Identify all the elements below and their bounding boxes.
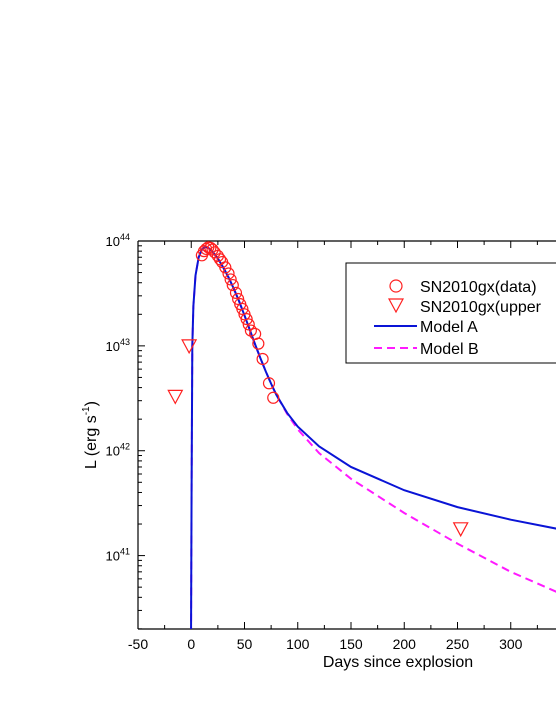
y-tick-exponent: 41 — [120, 547, 130, 557]
data-point-circle — [252, 337, 265, 350]
data-point-circle — [240, 312, 253, 326]
x-tick-label: 50 — [237, 636, 253, 652]
data-point-circle — [267, 391, 280, 404]
data-point-circle — [244, 324, 257, 337]
data-point-circle — [262, 377, 276, 390]
y-tick-label: 1042 — [106, 442, 130, 459]
y-axis-title-close: ) — [83, 401, 100, 406]
legend-circle-marker — [389, 279, 403, 293]
legend-label-data: SN2010gx(data) — [420, 279, 537, 296]
y-tick-base: 10 — [106, 339, 120, 354]
upper-limit-triangle — [167, 389, 184, 405]
x-axis-title: Days since explosion — [323, 654, 473, 671]
y-axis-title-superscript: -1 — [81, 406, 92, 415]
plot-area — [167, 241, 556, 629]
x-tick-label: 200 — [393, 636, 417, 652]
data-point-circle — [222, 267, 235, 280]
data-point-circle — [200, 242, 213, 256]
x-tick-label: 0 — [187, 636, 195, 652]
x-tick-label: 300 — [499, 636, 523, 652]
y-tick-label: 1041 — [106, 547, 130, 564]
x-tick-label: 150 — [339, 636, 363, 652]
y-axis-title: L (erg s-1) — [81, 401, 100, 469]
data-point-circle — [204, 241, 217, 254]
legend-label-model-a: Model A — [420, 319, 478, 336]
upper-limit-triangle — [181, 339, 198, 355]
y-tick-label: 1043 — [106, 337, 130, 354]
legend-label-model-b: Model B — [420, 341, 479, 358]
model-a-line — [190, 245, 556, 629]
data-point-circle — [224, 273, 237, 286]
y-tick-base: 10 — [106, 549, 120, 564]
legend-label-upper: SN2010gx(upper — [420, 299, 542, 316]
y-tick-label: 1044 — [106, 232, 130, 249]
legend-triangle-marker — [387, 298, 405, 314]
y-axis-title-main: L (erg s — [83, 415, 100, 469]
data-point-circle — [242, 318, 255, 331]
data-point-circle — [236, 302, 249, 316]
data-point-circle — [232, 292, 245, 306]
y-tick-exponent: 43 — [120, 337, 130, 347]
y-tick-base: 10 — [106, 234, 120, 249]
data-point-circle — [219, 261, 232, 274]
y-tick-base: 10 — [106, 444, 120, 459]
data-point-circle — [211, 249, 224, 263]
data-point-circle — [226, 278, 239, 292]
x-tick-labels: -50 0 50 100 150 200 250 300 — [128, 636, 523, 652]
x-tick-label: 250 — [446, 636, 470, 652]
y-tick-exponent: 42 — [120, 442, 130, 452]
x-tick-label: -50 — [128, 636, 148, 652]
x-tick-label: 100 — [286, 636, 310, 652]
y-tick-exponent: 44 — [120, 232, 130, 242]
legend: SN2010gx(data) SN2010gx(upper Model A Mo… — [345, 262, 556, 364]
data-markers — [167, 241, 469, 538]
data-point-circle — [229, 286, 243, 299]
upper-limit-triangle — [452, 522, 469, 538]
data-point-circle — [256, 352, 269, 366]
legend-box — [345, 262, 556, 364]
